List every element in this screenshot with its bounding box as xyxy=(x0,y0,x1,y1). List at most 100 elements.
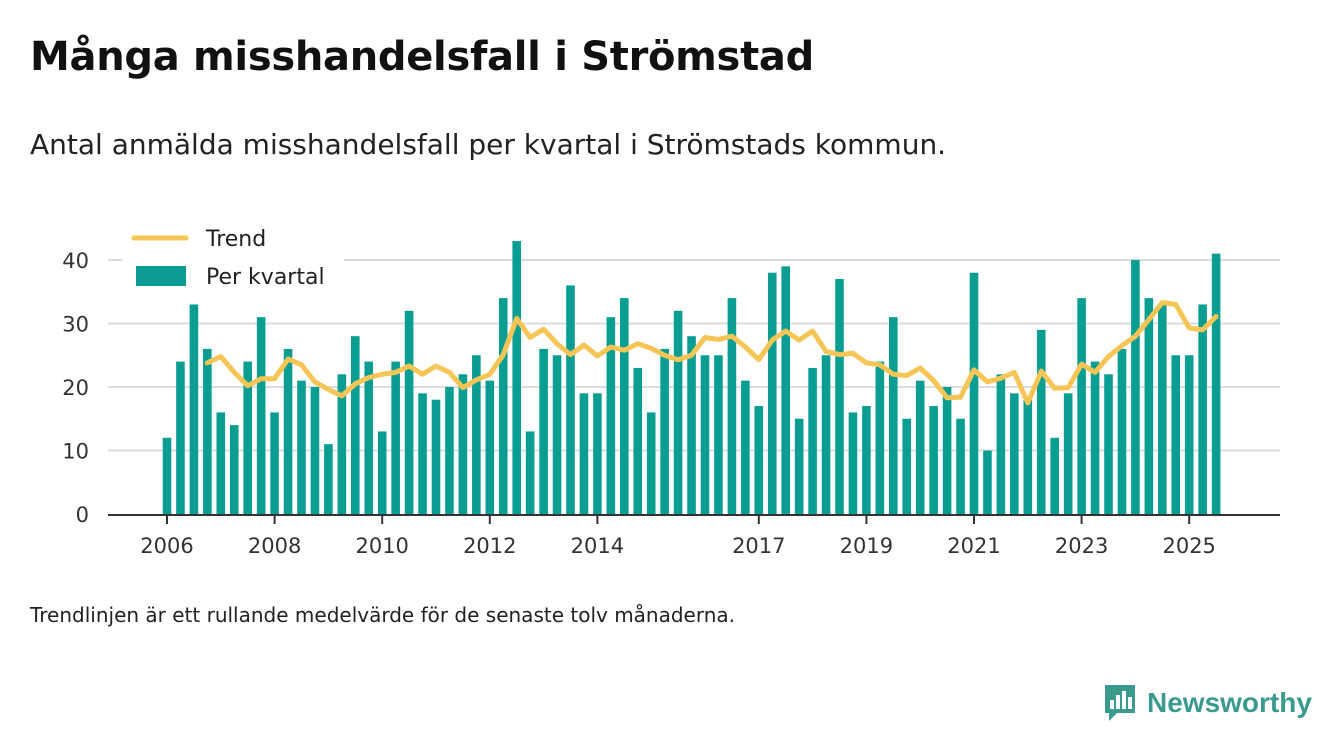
bar xyxy=(929,406,938,514)
bar xyxy=(1158,304,1167,514)
chart-area: 0 10 20 30 40 2006 2008 2010 2012 2014 2017 2019 20… xyxy=(62,222,1280,558)
legend-bar-label: Per kvartal xyxy=(206,265,325,290)
bar xyxy=(418,393,427,514)
bar xyxy=(794,418,804,514)
bar xyxy=(1211,253,1221,514)
x-axis: 2006 2008 2010 2012 2014 2017 2019 2021 2023 2025 xyxy=(108,514,1280,558)
bar xyxy=(1063,393,1073,514)
bar xyxy=(539,348,548,514)
x-tick-label: 2006 xyxy=(140,534,193,558)
x-tick-label: 2023 xyxy=(1055,534,1108,558)
bar-series xyxy=(162,240,1221,514)
y-tick-label: 40 xyxy=(62,249,89,273)
bar xyxy=(498,298,508,514)
bar xyxy=(915,380,925,514)
bar xyxy=(1036,329,1046,514)
bar xyxy=(229,425,239,514)
bar xyxy=(902,418,912,514)
bar xyxy=(1077,298,1086,514)
bar xyxy=(1171,355,1181,514)
bar xyxy=(1010,393,1019,514)
bar xyxy=(633,367,643,514)
y-tick-label: 0 xyxy=(76,503,89,527)
bar xyxy=(1131,260,1140,514)
bar xyxy=(243,361,252,514)
bar xyxy=(821,355,831,514)
bar xyxy=(714,355,723,514)
bar xyxy=(1198,304,1207,514)
bar xyxy=(351,336,360,514)
bar xyxy=(848,412,858,514)
bar xyxy=(956,418,965,514)
x-tick-label: 2012 xyxy=(463,534,516,558)
bar xyxy=(485,380,495,514)
bar xyxy=(646,412,656,514)
y-tick-label: 10 xyxy=(62,440,89,464)
bar xyxy=(1117,348,1127,514)
bar xyxy=(620,298,629,514)
bar xyxy=(391,361,400,514)
x-tick-label: 2017 xyxy=(732,534,785,558)
bar xyxy=(377,431,387,514)
chart-subtitle: Antal anmälda misshandelsfall per kvarta… xyxy=(30,128,947,161)
trend-line xyxy=(204,300,1219,406)
bar xyxy=(404,310,414,514)
bar xyxy=(472,355,481,514)
bar xyxy=(660,348,669,514)
bar xyxy=(808,367,817,514)
bar xyxy=(1104,374,1113,514)
bar xyxy=(445,387,454,514)
bar xyxy=(552,355,562,514)
brand-logo[interactable]: Newsworthy xyxy=(1103,682,1312,724)
bar xyxy=(741,380,750,514)
bar xyxy=(176,361,185,514)
bar xyxy=(673,310,683,514)
bar xyxy=(889,317,898,514)
bar xyxy=(1090,361,1100,514)
bar xyxy=(767,272,777,514)
chart-title: Många misshandelsfall i Strömstad xyxy=(30,34,814,80)
bar xyxy=(297,380,306,514)
bar xyxy=(256,317,266,514)
y-tick-label: 30 xyxy=(62,313,89,337)
bar xyxy=(579,393,589,514)
y-axis: 0 10 20 30 40 xyxy=(62,249,89,527)
x-tick-label: 2021 xyxy=(947,534,1000,558)
bar xyxy=(162,437,172,514)
bar xyxy=(337,374,347,514)
x-tick-label: 2014 xyxy=(571,534,624,558)
footnote: Trendlinjen är ett rullande medelvärde f… xyxy=(30,603,736,627)
bar xyxy=(942,387,952,514)
bar xyxy=(983,450,992,514)
bar xyxy=(969,272,979,514)
legend-trend-label: Trend xyxy=(205,227,266,252)
bar xyxy=(512,240,521,514)
x-tick-label: 2010 xyxy=(355,534,408,558)
bar xyxy=(216,412,226,514)
bar xyxy=(1050,437,1059,514)
bar xyxy=(364,361,374,514)
x-tick-label: 2019 xyxy=(840,534,893,558)
bar xyxy=(189,304,199,514)
bar xyxy=(754,406,764,514)
bar xyxy=(203,348,212,514)
bar xyxy=(324,444,333,514)
bar xyxy=(1184,355,1194,514)
newsworthy-logo-icon xyxy=(1105,685,1135,721)
bar xyxy=(875,361,885,514)
bar xyxy=(687,336,696,514)
x-tick-label: 2008 xyxy=(248,534,301,558)
bar xyxy=(283,348,293,514)
brand-name: Newsworthy xyxy=(1147,687,1312,718)
bar xyxy=(566,285,575,514)
bar xyxy=(593,393,602,514)
bar xyxy=(1144,298,1154,514)
legend: Trend Per kvartal xyxy=(122,222,344,294)
legend-bar-swatch xyxy=(136,266,186,286)
y-tick-label: 20 xyxy=(62,376,89,400)
bar xyxy=(781,266,790,514)
bar xyxy=(606,317,616,514)
bar xyxy=(310,387,320,514)
bar xyxy=(835,279,844,514)
trend-series xyxy=(204,300,1219,406)
